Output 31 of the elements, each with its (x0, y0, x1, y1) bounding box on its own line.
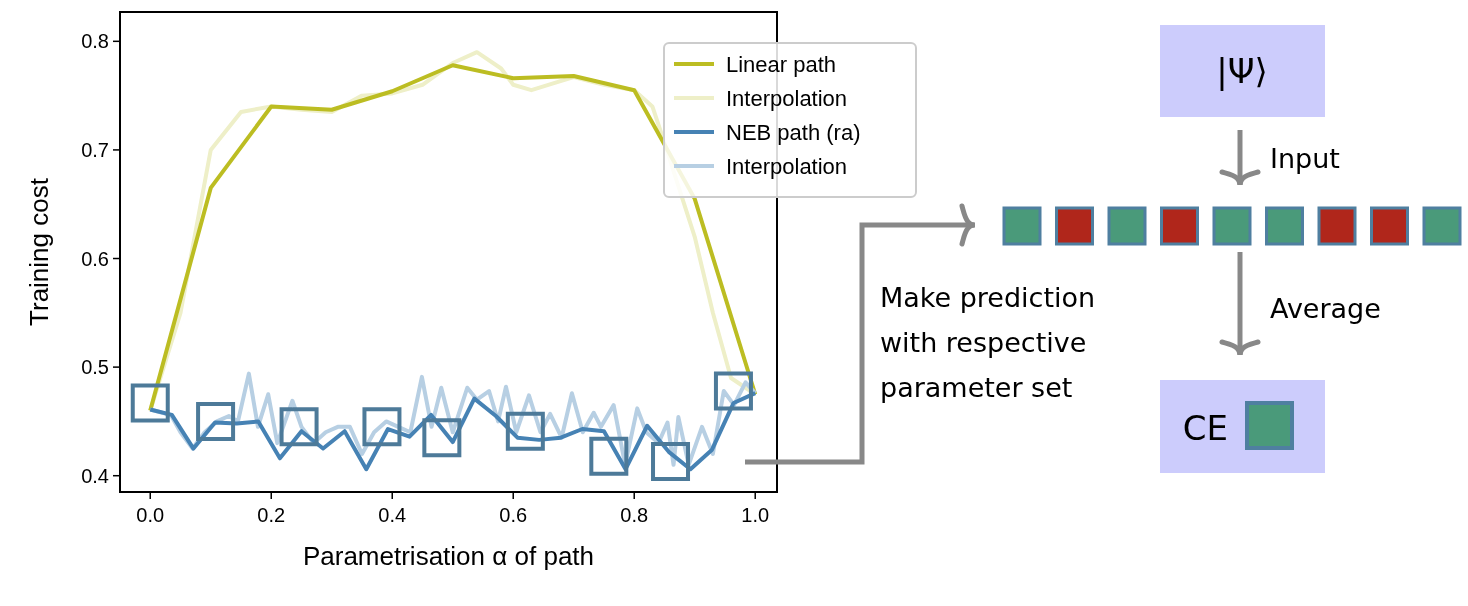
y-tick-label: 0.5 (81, 356, 109, 379)
x-tick-label: 0.4 (378, 504, 407, 526)
y-tick-label: 0.8 (81, 30, 109, 53)
text: Input (1270, 143, 1340, 174)
legend-label: Linear path (726, 52, 837, 77)
text: |Ψ⟩ (1216, 51, 1268, 91)
point (713, 371, 753, 411)
y-tick-label: 0.7 (81, 138, 109, 161)
x-tick-label: 0.0 (136, 504, 165, 526)
legend-label: Interpolation (726, 86, 848, 111)
x-tick-label: 0.2 (257, 504, 286, 526)
point (651, 442, 691, 482)
x-tick-label: 0.8 (620, 504, 649, 526)
text: Average (1270, 293, 1381, 324)
y-tick-label: 0.4 (81, 464, 109, 487)
x-tick-label: 0.6 (499, 504, 528, 526)
point (279, 407, 319, 447)
legend-label: Interpolation (726, 154, 848, 179)
y-axis-title: Training cost (24, 177, 54, 326)
point (505, 411, 545, 451)
x-axis-title: Parametrisation α of path (302, 541, 595, 571)
point (589, 436, 629, 476)
point (422, 418, 462, 458)
point (362, 407, 402, 447)
legend-label: NEB path (ra) (726, 120, 861, 145)
y-tick-label: 0.6 (81, 247, 109, 270)
point (130, 383, 170, 423)
point (196, 401, 236, 441)
text: CE (1182, 408, 1228, 448)
x-tick-label: 1.0 (741, 504, 770, 526)
text: Make prediction with respective parameter set (880, 282, 1096, 403)
